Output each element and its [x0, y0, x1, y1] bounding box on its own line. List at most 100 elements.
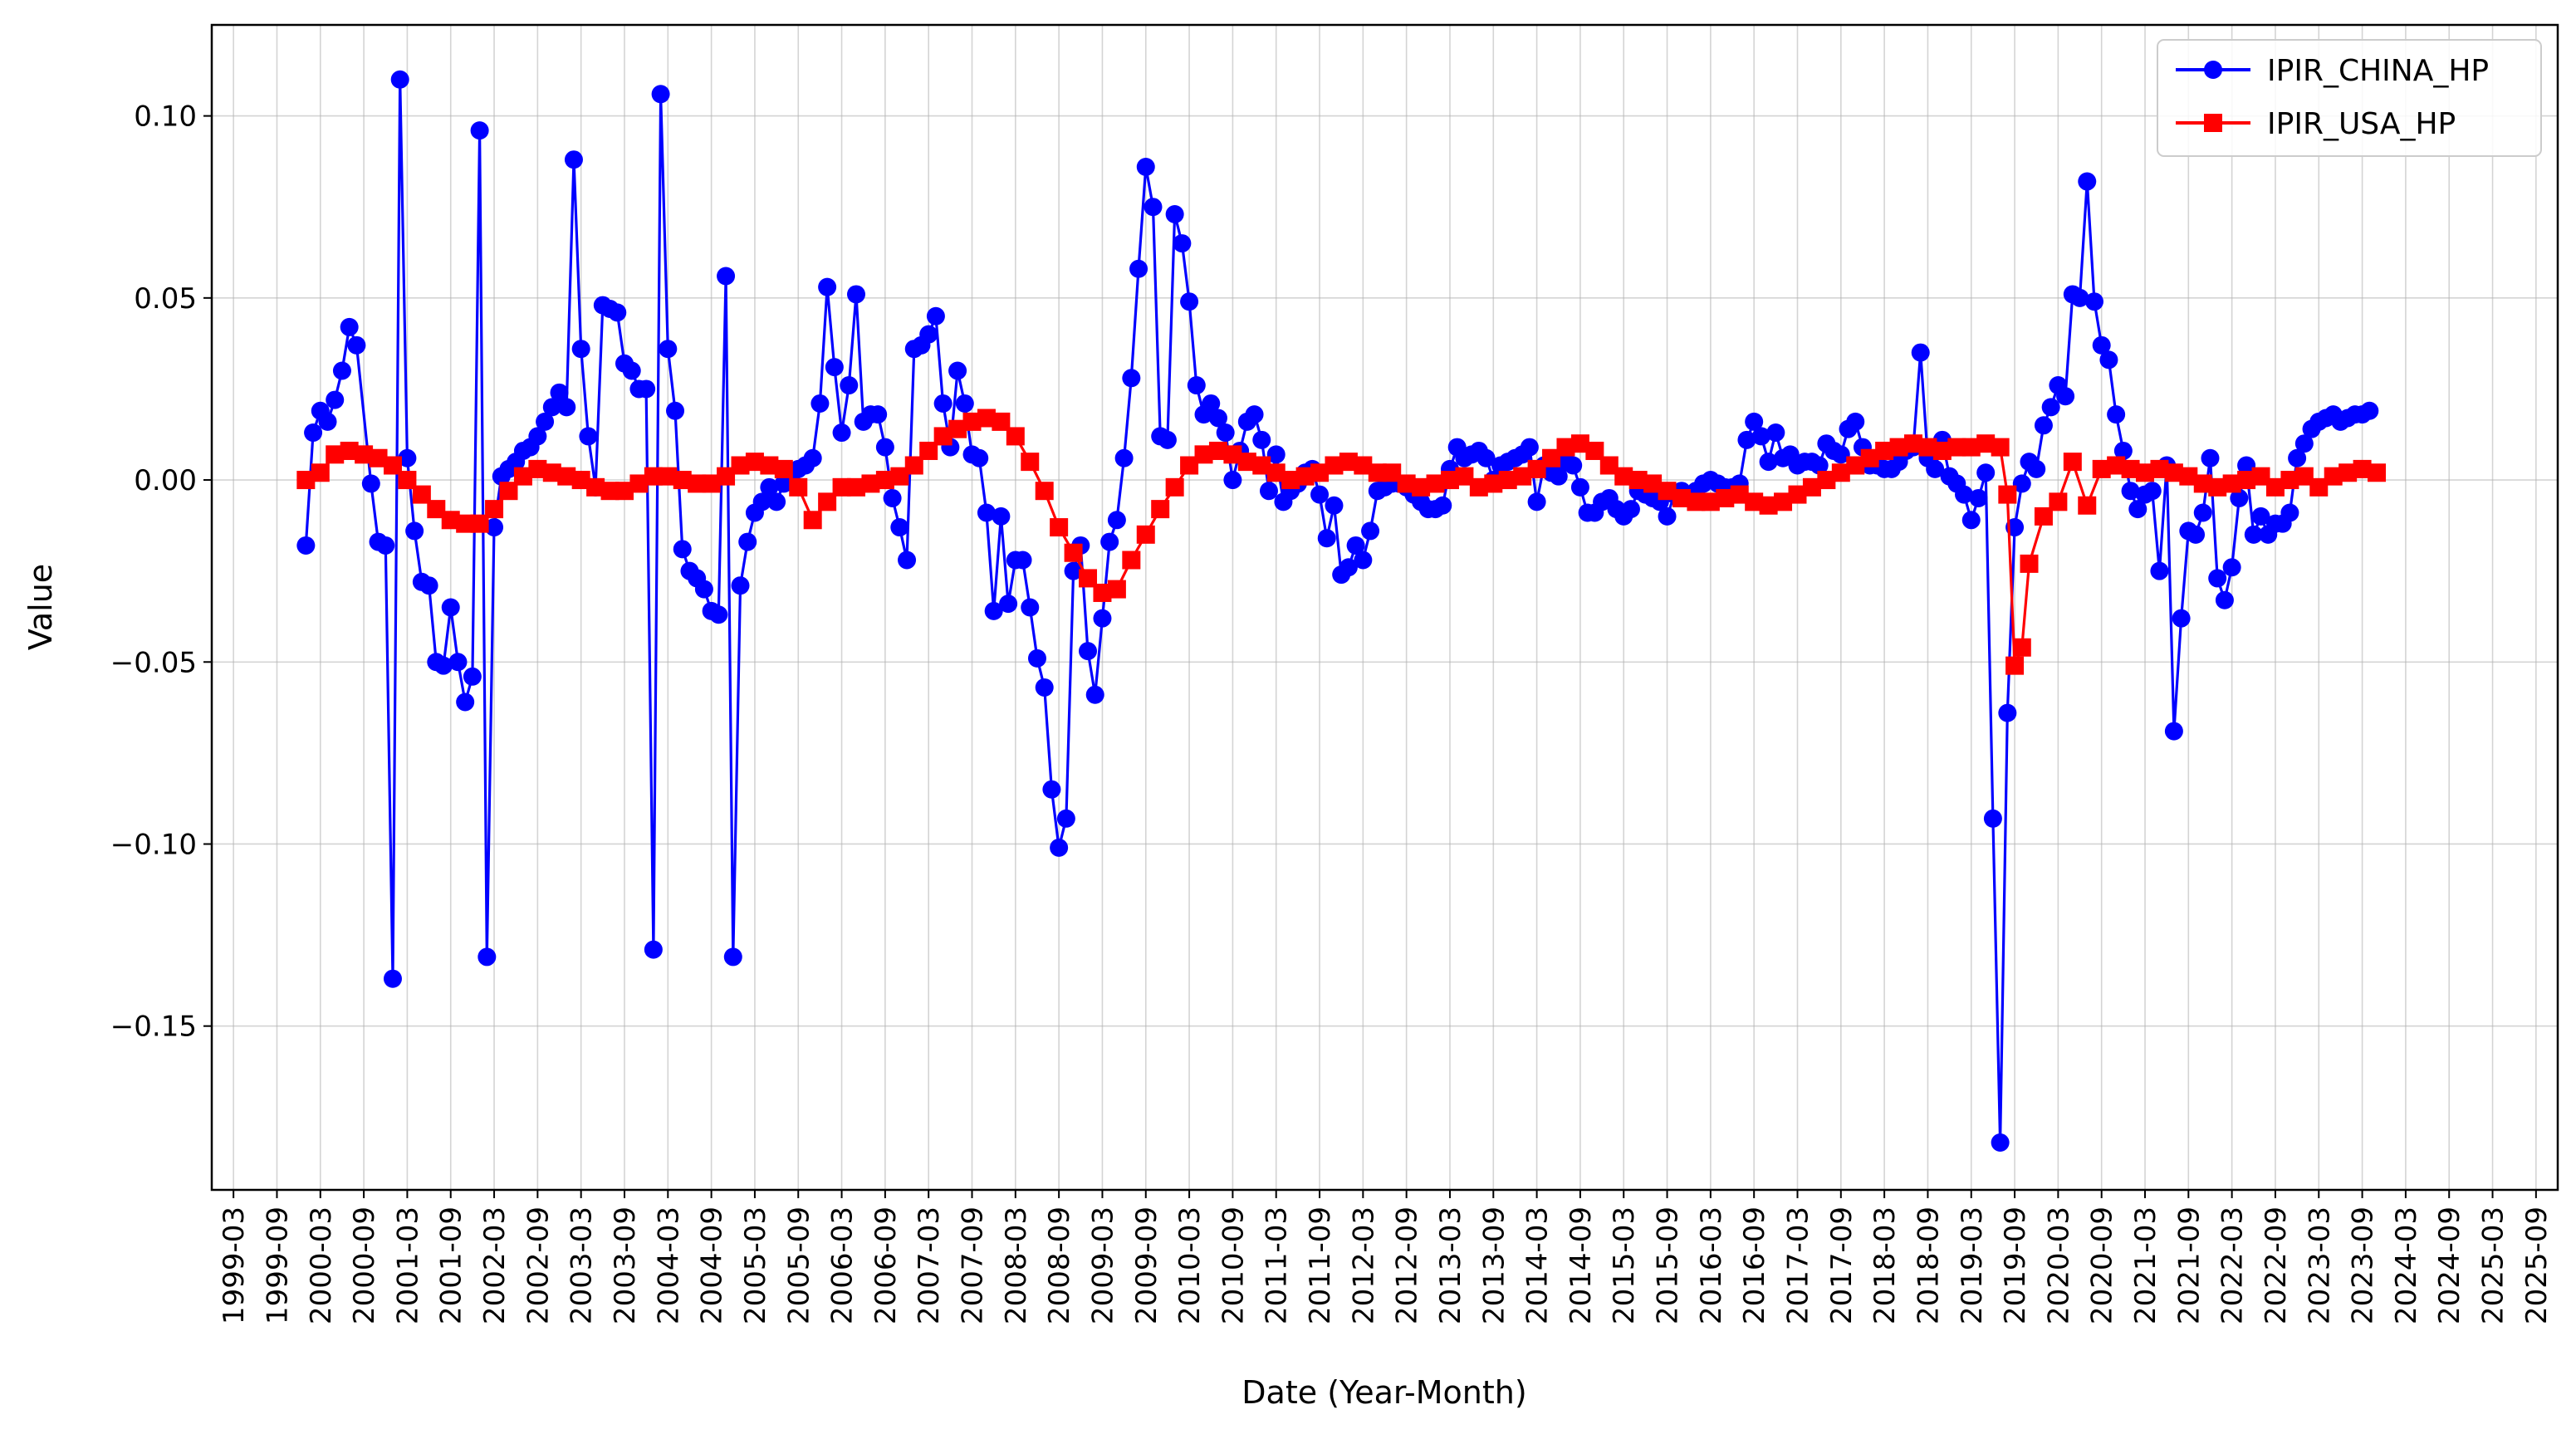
data-point	[644, 940, 663, 959]
data-point	[760, 477, 779, 497]
data-point	[1035, 482, 1054, 501]
data-point	[2215, 590, 2234, 609]
data-point	[818, 277, 837, 296]
data-point	[2237, 471, 2256, 490]
data-point	[1208, 409, 1227, 428]
data-point	[1440, 471, 1459, 490]
data-point	[637, 379, 656, 399]
plot-area-frame	[210, 23, 2559, 1192]
data-point	[347, 335, 366, 355]
data-point	[2294, 467, 2314, 486]
data-point	[332, 361, 351, 380]
data-point	[1614, 467, 1633, 486]
data-point	[1259, 482, 1278, 501]
data-point	[673, 540, 692, 559]
data-point	[1252, 430, 1271, 449]
data-point	[2251, 507, 2270, 526]
data-point	[571, 471, 590, 490]
data-point	[1903, 434, 1922, 453]
y-tick-label: 0.10	[134, 100, 197, 134]
data-point	[970, 448, 989, 467]
data-point	[1976, 434, 1996, 453]
data-point	[2201, 448, 2220, 467]
data-point	[2324, 467, 2343, 486]
data-point	[2237, 456, 2256, 475]
data-point	[629, 474, 649, 493]
data-point	[1079, 642, 1098, 661]
data-point	[1245, 405, 1264, 424]
data-point	[2041, 398, 2060, 417]
x-tick-label: 2025-09	[2520, 1206, 2554, 1324]
data-point	[1527, 492, 1546, 511]
data-point	[296, 471, 316, 490]
data-point	[1165, 204, 1184, 223]
data-point	[2092, 459, 2111, 478]
data-point	[2280, 471, 2299, 490]
x-tick-label: 2023-03	[2303, 1206, 2336, 1324]
series-layer	[296, 70, 2387, 1153]
x-tick-label: 2005-03	[739, 1206, 772, 1324]
data-point	[1383, 463, 1402, 482]
data-point	[1513, 467, 1532, 486]
data-point	[419, 576, 438, 595]
data-point	[1788, 485, 1807, 504]
x-tick-label: 2014-09	[1565, 1206, 1598, 1324]
data-point	[1064, 561, 1083, 580]
data-point	[1759, 496, 1778, 515]
data-point	[390, 70, 409, 89]
data-point	[2143, 482, 2162, 501]
data-point	[2294, 434, 2314, 453]
data-point	[448, 653, 468, 672]
data-point	[2338, 463, 2358, 482]
x-tick-label: 2022-09	[2260, 1206, 2293, 1324]
data-point	[1361, 521, 1380, 541]
data-point	[2172, 609, 2191, 628]
data-point	[2164, 722, 2183, 741]
data-point	[1151, 500, 1170, 519]
data-point	[2193, 503, 2212, 522]
x-tick-label: 2021-09	[2172, 1206, 2206, 1324]
data-point	[2070, 288, 2089, 307]
data-point	[2107, 405, 2126, 424]
x-tick-label: 2010-09	[1217, 1206, 1250, 1324]
data-point	[2150, 561, 2169, 580]
data-point	[1310, 485, 1330, 504]
x-tick-label: 2011-09	[1304, 1206, 1337, 1324]
data-point	[1947, 438, 1966, 457]
data-point	[1926, 459, 1945, 478]
data-point	[818, 492, 837, 511]
x-axis-title: Date (Year-Month)	[1241, 1374, 1526, 1411]
data-point	[1730, 485, 1749, 504]
data-point	[1208, 441, 1227, 460]
data-point	[1469, 477, 1488, 497]
data-point	[1455, 467, 1474, 486]
data-point	[2034, 416, 2053, 435]
data-point	[1932, 441, 1952, 460]
data-point	[2309, 477, 2329, 497]
data-point	[1955, 485, 1974, 504]
data-point	[752, 492, 771, 511]
data-point	[600, 482, 620, 501]
data-point	[999, 595, 1018, 614]
data-point	[1317, 529, 1336, 548]
data-point	[2063, 453, 2082, 472]
legend-label-usa: IPIR_USA_HP	[2267, 107, 2456, 141]
y-tick-label: 0.05	[134, 282, 197, 316]
data-point	[1237, 453, 1256, 472]
data-point	[1983, 809, 2002, 828]
data-point	[2187, 525, 2206, 544]
data-point	[919, 325, 938, 344]
data-point	[1042, 780, 1061, 799]
x-tick-label: 2017-09	[1825, 1206, 1859, 1324]
data-point	[1802, 477, 1821, 497]
data-point	[1310, 463, 1330, 482]
data-point	[847, 477, 866, 497]
data-point	[984, 601, 1003, 620]
data-point	[1035, 678, 1054, 697]
data-point	[1564, 456, 1583, 475]
data-point	[948, 419, 967, 438]
x-tick-label: 2007-09	[957, 1206, 990, 1324]
data-point	[898, 551, 917, 570]
data-point	[1969, 488, 1988, 507]
data-point	[1687, 492, 1706, 511]
